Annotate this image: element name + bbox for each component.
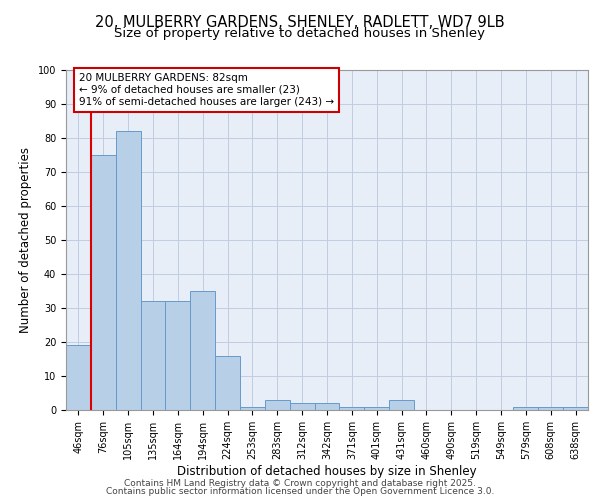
Bar [364, 406, 389, 410]
Bar [538, 406, 563, 410]
Text: Size of property relative to detached houses in Shenley: Size of property relative to detached ho… [115, 28, 485, 40]
Y-axis label: Number of detached properties: Number of detached properties [19, 147, 32, 333]
Text: 20 MULBERRY GARDENS: 82sqm
← 9% of detached houses are smaller (23)
91% of semi-: 20 MULBERRY GARDENS: 82sqm ← 9% of detac… [79, 74, 334, 106]
Text: Contains HM Land Registry data © Crown copyright and database right 2025.: Contains HM Land Registry data © Crown c… [124, 478, 476, 488]
Text: Contains public sector information licensed under the Open Government Licence 3.: Contains public sector information licen… [106, 487, 494, 496]
Bar [91, 155, 116, 410]
Bar [190, 291, 215, 410]
Bar [314, 403, 340, 410]
Bar [290, 403, 314, 410]
Text: 20, MULBERRY GARDENS, SHENLEY, RADLETT, WD7 9LB: 20, MULBERRY GARDENS, SHENLEY, RADLETT, … [95, 15, 505, 30]
Bar [389, 400, 414, 410]
Bar [265, 400, 290, 410]
Bar [166, 301, 190, 410]
Bar [215, 356, 240, 410]
Bar [514, 406, 538, 410]
Bar [140, 301, 166, 410]
Bar [563, 406, 588, 410]
Bar [66, 346, 91, 410]
X-axis label: Distribution of detached houses by size in Shenley: Distribution of detached houses by size … [177, 464, 477, 477]
Bar [340, 406, 364, 410]
Bar [116, 131, 140, 410]
Bar [240, 406, 265, 410]
